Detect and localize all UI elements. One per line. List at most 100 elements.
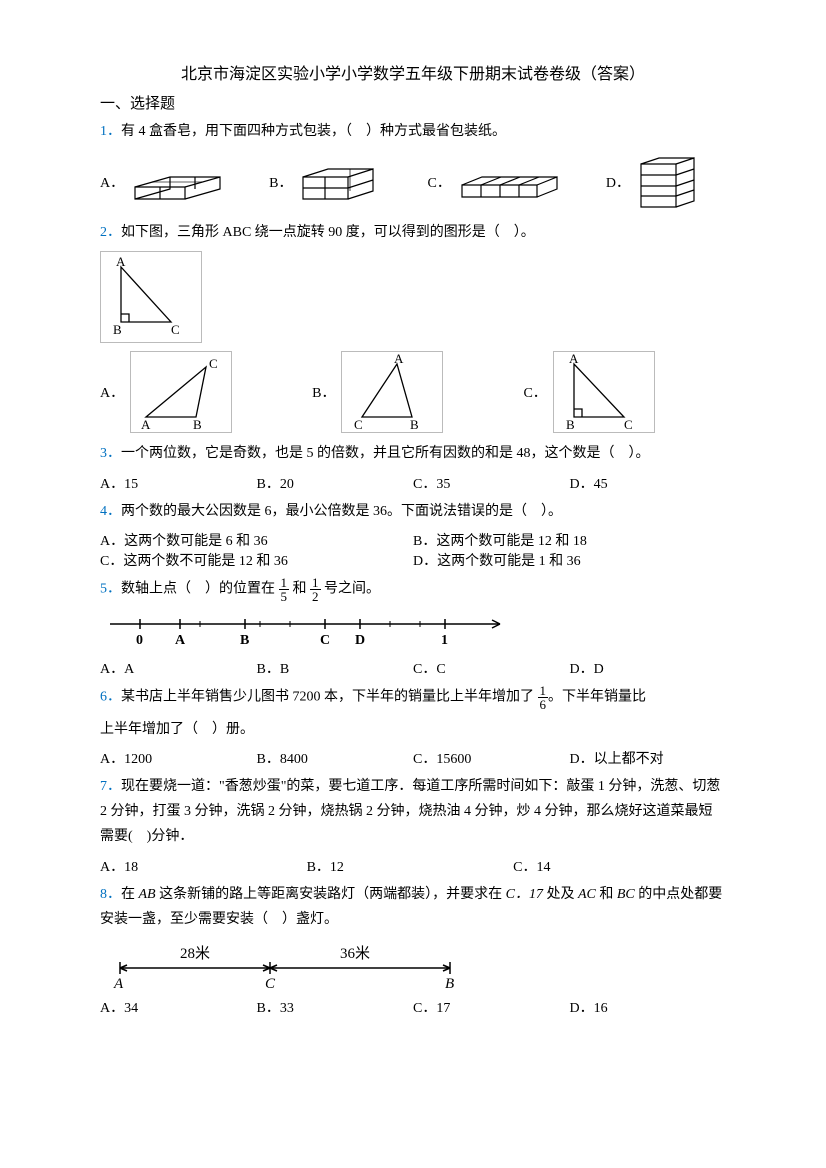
q4-options: A．这两个数可能是 6 和 36 B．这两个数可能是 12 和 18 C．这两个… <box>100 530 726 570</box>
svg-text:36米: 36米 <box>340 945 370 962</box>
q6-c: C．15600 <box>413 748 570 768</box>
triangle-abc-icon: A B C <box>100 251 202 343</box>
q2-figure: A B C <box>100 251 726 343</box>
box-2x2-stack-icon <box>298 157 388 207</box>
triangle-a-icon: A B C <box>130 351 232 433</box>
q7-b: B．12 <box>307 856 514 876</box>
q5-b: B．B <box>257 658 414 678</box>
q6-a: A．1200 <box>100 748 257 768</box>
triangle-c-icon: A B C <box>553 351 655 433</box>
svg-text:C: C <box>624 417 633 432</box>
q6-frac: 16 <box>538 684 549 711</box>
q1-opt-c: C． <box>428 157 567 207</box>
q5-text-a: 数轴上点（ ）的位置在 <box>121 581 275 596</box>
svg-text:B: B <box>410 417 419 432</box>
q2-opt-c: C． A B C <box>523 351 654 433</box>
svg-text:B: B <box>240 633 249 648</box>
segment-ab-icon: 28米 36米 A C B <box>100 938 480 993</box>
question-6: 6．某书店上半年销售少儿图书 7200 本，下半年的销量比上半年增加了 16。下… <box>100 684 726 711</box>
q8-c: C．17 <box>506 887 543 902</box>
q6-line2: 上半年增加了（ ）册。 <box>100 717 726 742</box>
svg-text:C: C <box>354 417 363 432</box>
svg-text:A: A <box>175 633 186 648</box>
q2-a-label: A． <box>100 382 124 402</box>
q6-d: D．以上都不对 <box>570 748 727 768</box>
svg-text:C: C <box>320 633 330 648</box>
q2-text: 如下图，三角形 ABC 绕一点旋转 90 度，可以得到的图形是（ ）。 <box>121 225 535 240</box>
q2-opt-b: B． A C B <box>312 351 443 433</box>
q5-frac2: 12 <box>310 576 321 603</box>
question-3: 3．一个两位数，它是奇数，也是 5 的倍数，并且它所有因数的和是 48，这个数是… <box>100 441 726 466</box>
svg-text:A: A <box>113 976 124 992</box>
q4-num: 4． <box>100 504 121 519</box>
q4-text: 两个数的最大公因数是 6，最小公倍数是 36。下面说法错误的是（ ）。 <box>121 504 562 519</box>
q8-c: C．17 <box>413 997 570 1017</box>
q8-segment: 28米 36米 A C B <box>100 938 726 993</box>
q6-text-b: 。下半年销量比 <box>548 689 646 704</box>
q6-b: B．8400 <box>257 748 414 768</box>
q8-a: A．34 <box>100 997 257 1017</box>
q1-text: 有 4 盒香皂，用下面四种方式包装，（ ）种方式最省包装纸。 <box>121 124 506 139</box>
q5-text-b: 和 <box>293 581 307 596</box>
q3-c: C．35 <box>413 473 570 493</box>
svg-text:D: D <box>355 633 365 648</box>
q7-text: 现在要烧一道："香葱炒蛋"的菜，要七道工序．每道工序所需时间如下：敲蛋 1 分钟… <box>100 779 720 844</box>
q8-text-a: 在 <box>121 887 139 902</box>
q1-opt-a: A． <box>100 157 230 207</box>
question-7: 7．现在要烧一道："香葱炒蛋"的菜，要七道工序．每道工序所需时间如下：敲蛋 1 … <box>100 774 726 850</box>
svg-text:0: 0 <box>136 633 143 648</box>
question-5: 5．数轴上点（ ）的位置在 15 和 12 号之间。 <box>100 576 726 603</box>
q5-text-c: 号之间。 <box>324 581 380 596</box>
q3-options: A．15 B．20 C．35 D．45 <box>100 473 726 493</box>
triangle-b-icon: A C B <box>341 351 443 433</box>
q3-d: D．45 <box>570 473 727 493</box>
q5-num: 5． <box>100 581 121 596</box>
q1-a-label: A． <box>100 172 124 192</box>
svg-text:A: A <box>569 351 579 366</box>
q2-opt-a: A． A B C <box>100 351 232 433</box>
q8-num: 8． <box>100 887 121 902</box>
q1-c-label: C． <box>428 172 451 192</box>
q8-text-d: 和 <box>596 887 617 902</box>
q1-options: A． B． <box>100 152 726 212</box>
q5-numberline: 0 A B C D 1 <box>100 609 726 654</box>
question-8: 8．在 AB 这条新铺的路上等距离安装路灯（两端都装），并要求在 C．17 处及… <box>100 882 726 932</box>
q8-d: D．16 <box>570 997 727 1017</box>
q6-num: 6． <box>100 689 121 704</box>
q8-ac: AC <box>578 887 596 902</box>
q1-opt-b: B． <box>269 157 388 207</box>
q6-text-a: 某书店上半年销售少儿图书 7200 本，下半年的销量比上半年增加了 <box>121 689 534 704</box>
q5-c: C．C <box>413 658 570 678</box>
svg-text:B: B <box>113 322 122 337</box>
q8-text-c: 处及 <box>543 887 578 902</box>
q8-ab: AB <box>139 887 156 902</box>
q5-a: A．A <box>100 658 257 678</box>
svg-text:A: A <box>394 351 404 366</box>
q3-a: A．15 <box>100 473 257 493</box>
box-2x2-flat-icon <box>130 157 230 207</box>
svg-text:A: A <box>116 254 126 269</box>
svg-text:C: C <box>265 976 276 992</box>
q8-bc: BC <box>617 887 635 902</box>
q7-num: 7． <box>100 779 121 794</box>
section-heading: 一、选择题 <box>100 92 726 113</box>
svg-text:B: B <box>445 976 454 992</box>
svg-text:A: A <box>141 417 151 432</box>
question-1: 1．有 4 盒香皂，用下面四种方式包装，（ ）种方式最省包装纸。 <box>100 119 726 144</box>
q3-num: 3． <box>100 446 121 461</box>
svg-text:28米: 28米 <box>180 945 210 962</box>
q4-a: A．这两个数可能是 6 和 36 <box>100 530 413 550</box>
q2-c-label: C． <box>523 382 546 402</box>
q1-d-label: D． <box>606 172 630 192</box>
q8-text-b: 这条新铺的路上等距离安装路灯（两端都装），并要求在 <box>156 887 506 902</box>
q5-options: A．A B．B C．C D．D <box>100 658 726 678</box>
q1-num: 1． <box>100 124 121 139</box>
q6-options: A．1200 B．8400 C．15600 D．以上都不对 <box>100 748 726 768</box>
page-title: 北京市海淀区实验小学小学数学五年级下册期末试卷卷级（答案） <box>100 60 726 84</box>
q1-b-label: B． <box>269 172 292 192</box>
question-4: 4．两个数的最大公因数是 6，最小公倍数是 36。下面说法错误的是（ ）。 <box>100 499 726 524</box>
svg-text:C: C <box>209 356 218 371</box>
svg-text:C: C <box>171 322 180 337</box>
q5-frac1: 15 <box>279 576 290 603</box>
q4-d: D．这两个数可能是 1 和 36 <box>413 550 726 570</box>
